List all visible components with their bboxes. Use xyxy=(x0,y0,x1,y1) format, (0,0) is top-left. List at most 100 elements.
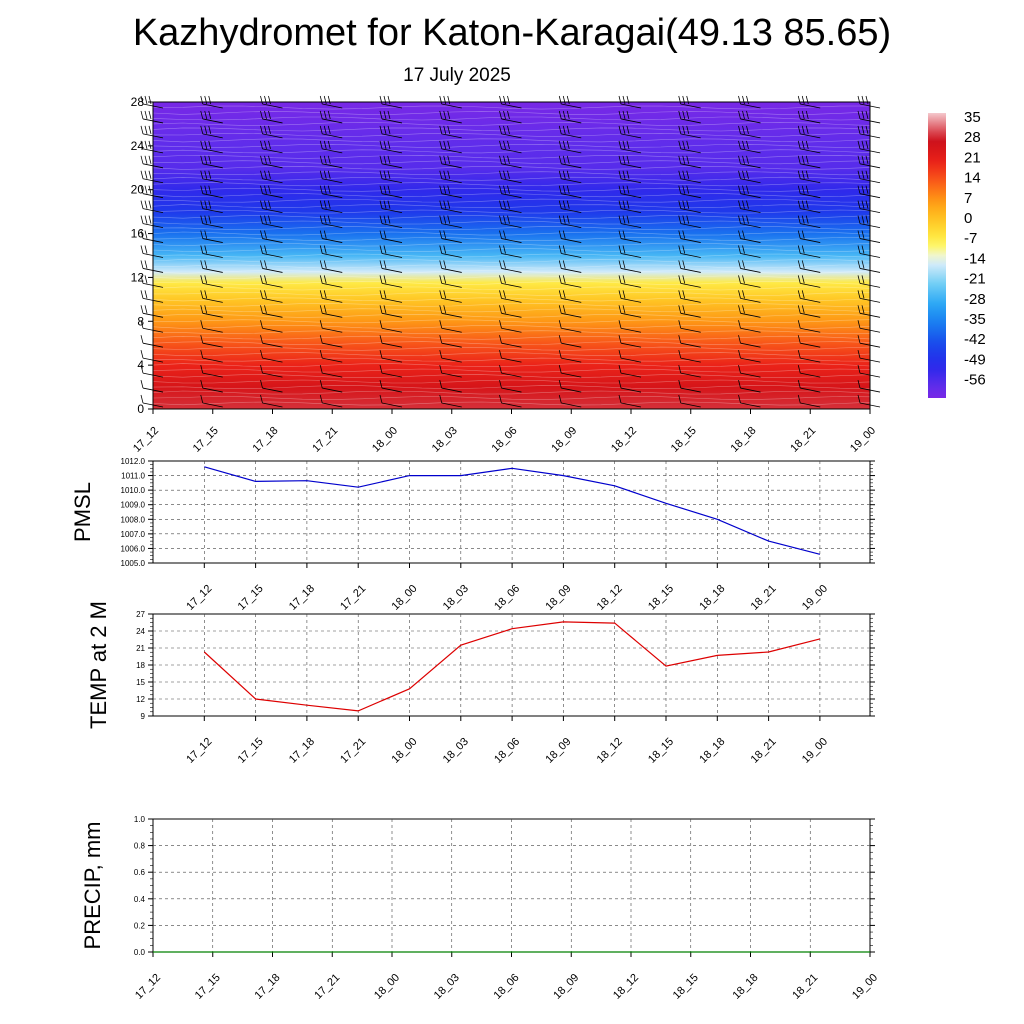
wind-barb xyxy=(618,350,642,363)
wind-barb xyxy=(319,290,343,303)
wind-barb xyxy=(678,260,701,273)
colorbar-label: 0 xyxy=(964,210,972,227)
colorbar-label: 35 xyxy=(964,109,981,126)
wind-barb xyxy=(439,290,462,303)
wind-barb xyxy=(439,110,462,124)
wind-barb xyxy=(678,245,701,258)
wind-barb xyxy=(200,350,223,363)
x-tick-label: 18_21 xyxy=(788,425,818,455)
wind-barb xyxy=(797,170,821,184)
pmsl-line xyxy=(204,466,821,555)
colorbar-label: -14 xyxy=(964,250,986,267)
wind-barb xyxy=(499,140,522,154)
contour-line xyxy=(152,127,871,132)
wind-barb xyxy=(618,379,642,393)
x-tick-label: 18_06 xyxy=(492,972,522,1002)
x-tick-label: 18_15 xyxy=(646,736,676,766)
wind-barb xyxy=(260,125,283,139)
x-tick-label: 18_09 xyxy=(543,583,573,613)
y-tick-label: 1.0 xyxy=(134,815,146,824)
wind-barb xyxy=(499,215,522,228)
wind-barb xyxy=(319,394,343,408)
wind-barb xyxy=(200,305,223,318)
contour-line xyxy=(152,165,871,170)
wind-barb xyxy=(738,155,761,169)
wind-barb xyxy=(260,95,283,109)
temp-ylabel: TEMP at 2 M xyxy=(86,601,111,729)
wind-barb xyxy=(738,125,761,139)
wind-barb xyxy=(379,170,403,184)
contour-line xyxy=(152,368,871,373)
wind-barb xyxy=(200,230,223,243)
wind-barb xyxy=(200,365,223,378)
contour-line xyxy=(152,193,871,198)
wind-barb xyxy=(738,215,761,228)
cross-section-y-ticks: 0 4 8 12 16 20 24 28 xyxy=(131,95,153,416)
wind-barb xyxy=(439,245,462,258)
chart-title: Kazhydromet for Katon-Karagai(49.13 85.6… xyxy=(132,12,892,54)
wind-barb xyxy=(857,215,881,228)
wind-barb xyxy=(319,320,343,333)
wind-barb xyxy=(379,260,403,273)
wind-barb xyxy=(558,140,582,154)
x-tick-label: 19_00 xyxy=(800,736,830,766)
wind-barb xyxy=(797,305,821,318)
contour-line xyxy=(152,313,871,318)
temp-panel: 9 12 15 18 21 24 27 17_12 17_15 17_18 17_21 18_00 18… xyxy=(86,601,875,766)
wind-barb xyxy=(499,394,522,408)
x-tick-label: 17_21 xyxy=(310,425,340,455)
contour-line xyxy=(152,259,871,263)
x-tick-label: 17_12 xyxy=(184,583,214,613)
wind-barb xyxy=(678,155,701,169)
x-tick-label: 19_00 xyxy=(850,972,880,1002)
wind-barb xyxy=(319,170,343,184)
wind-barb xyxy=(618,260,642,273)
y-tick-label: 1007.0 xyxy=(121,530,146,539)
wind-barb xyxy=(260,245,283,258)
wind-barb xyxy=(200,290,223,303)
y-tick-label: 1011.0 xyxy=(121,472,145,481)
wind-barb xyxy=(558,379,582,393)
x-tick-label: 18_18 xyxy=(697,583,727,613)
y-tick-label: 0.6 xyxy=(134,868,146,877)
y-tick-label: 1005.0 xyxy=(121,559,146,568)
wind-barb xyxy=(499,275,522,288)
contour-line xyxy=(152,209,871,214)
x-tick-label: 17_21 xyxy=(338,583,368,613)
wind-barb xyxy=(260,155,283,169)
contour-line xyxy=(152,374,871,379)
wind-barb xyxy=(260,110,283,124)
wind-barb xyxy=(319,335,343,348)
contour-line xyxy=(152,242,871,247)
wind-barb xyxy=(319,215,343,228)
wind-barb xyxy=(319,155,343,169)
wind-barb xyxy=(797,245,821,258)
wind-barb xyxy=(439,155,462,169)
contour-line xyxy=(152,302,871,307)
temp-line xyxy=(203,621,821,712)
wind-barb xyxy=(558,365,582,378)
wind-barb xyxy=(678,170,701,184)
wind-barb xyxy=(499,245,522,258)
wind-barb xyxy=(499,230,522,243)
contour-line xyxy=(152,264,870,269)
wind-barb xyxy=(379,155,403,169)
colorbar-label: -49 xyxy=(964,351,986,368)
wind-barb xyxy=(797,215,821,228)
wind-barb xyxy=(797,185,821,199)
contour-line xyxy=(152,154,871,159)
contour-line xyxy=(152,280,871,285)
colorbar-label: 28 xyxy=(964,129,981,146)
wind-barb xyxy=(260,379,283,393)
x-tick-label: 18_00 xyxy=(372,972,402,1002)
x-tick-label: 18_00 xyxy=(390,736,420,766)
contour-line xyxy=(152,231,871,236)
wind-barb xyxy=(558,320,582,333)
wind-barb xyxy=(379,290,403,303)
wind-barb xyxy=(200,125,223,139)
x-tick-label: 18_03 xyxy=(441,583,471,613)
wind-barb xyxy=(319,110,343,124)
wind-barb xyxy=(797,379,821,393)
wind-barb xyxy=(678,185,701,199)
